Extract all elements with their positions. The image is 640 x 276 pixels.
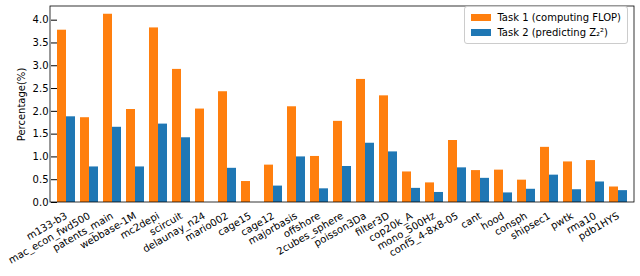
- svg-text:cant: cant: [459, 210, 484, 231]
- svg-text:filter3D: filter3D: [353, 209, 392, 239]
- svg-text:cop20k_A: cop20k_A: [366, 209, 415, 244]
- svg-text:3.5: 3.5: [33, 37, 49, 48]
- svg-text:consph: consph: [492, 209, 530, 238]
- svg-text:scircuit: scircuit: [147, 209, 185, 238]
- svg-text:2cubes_sphere: 2cubes_sphere: [274, 209, 346, 257]
- svg-text:4.0: 4.0: [33, 14, 49, 25]
- svg-text:2.5: 2.5: [33, 83, 49, 94]
- svg-text:0.5: 0.5: [33, 174, 49, 185]
- svg-text:mono_500Hz: mono_500Hz: [375, 209, 438, 253]
- svg-text:m133-b3: m133-b3: [24, 209, 70, 242]
- svg-text:mario002: mario002: [183, 209, 231, 244]
- svg-text:poisson3Da: poisson3Da: [312, 209, 369, 249]
- svg-text:Percentage(%): Percentage(%): [16, 68, 27, 142]
- svg-text:offshore: offshore: [281, 209, 323, 240]
- svg-text:3.0: 3.0: [33, 60, 49, 71]
- svg-text:webbase-1M: webbase-1M: [77, 209, 139, 251]
- svg-text:2.0: 2.0: [33, 106, 49, 117]
- svg-text:conf5_4-8x8-05: conf5_4-8x8-05: [387, 210, 460, 259]
- svg-text:mac_econ_fwd500: mac_econ_fwd500: [6, 209, 93, 266]
- svg-text:shipsec1: shipsec1: [509, 210, 553, 241]
- html-text:Task 2 (predicting Z₂²): Task 2 (predicting Z₂²): [497, 27, 608, 38]
- svg-text:pdb1HYS: pdb1HYS: [576, 210, 621, 242]
- svg-text:pwtk: pwtk: [548, 209, 576, 232]
- svg-text:patents_main: patents_main: [50, 209, 116, 254]
- svg-text:1.0: 1.0: [33, 151, 49, 162]
- svg-text:1.5: 1.5: [33, 128, 49, 139]
- svg-text:cage12: cage12: [238, 209, 277, 238]
- html-text:Task 1 (computing FLOP): Task 1 (computing FLOP): [497, 12, 621, 23]
- svg-text:0.0: 0.0: [33, 197, 49, 208]
- svg-text:majorbasis: majorbasis: [246, 209, 300, 247]
- svg-text:mc2depi: mc2depi: [118, 209, 162, 242]
- svg-text:hood: hood: [479, 209, 507, 232]
- svg-text:delaunay_n24: delaunay_n24: [140, 209, 208, 255]
- svg-text:rma10: rma10: [564, 209, 599, 236]
- svg-text:cage15: cage15: [215, 209, 254, 238]
